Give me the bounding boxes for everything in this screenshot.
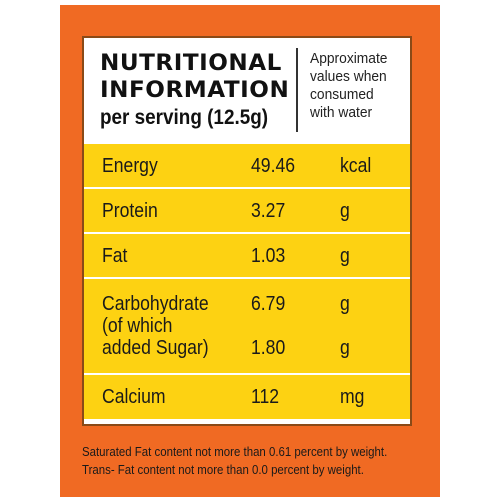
nutrient-unit: g bbox=[340, 200, 350, 222]
nutrient-value: 112 bbox=[251, 386, 280, 408]
nutrient-value: 49.46 bbox=[251, 155, 296, 177]
nutrient-sub-unit: g bbox=[340, 337, 350, 359]
nutrient-name: Fat bbox=[102, 245, 128, 267]
nutrient-table: Energy 49.46 kcal Protein 3.27 g Fat 1.0… bbox=[84, 144, 410, 419]
nutrient-sub-value: 1.80 bbox=[251, 337, 286, 359]
nutrient-name-sub: added Sugar) bbox=[102, 337, 209, 359]
note-line: consumed bbox=[310, 86, 374, 103]
label-title: NUTRITIONAL INFORMATION bbox=[100, 50, 289, 104]
nutrient-row-calcium: Calcium 112 mg bbox=[84, 375, 410, 419]
title-line-1: NUTRITIONAL bbox=[100, 51, 282, 76]
nutrient-row-fat: Fat 1.03 g bbox=[84, 234, 410, 279]
footnote-saturated-fat: Saturated Fat content not more than 0.61… bbox=[82, 444, 388, 459]
nutrient-name: Calcium bbox=[102, 386, 166, 408]
note-line: Approximate bbox=[310, 50, 388, 67]
nutrient-value: 1.03 bbox=[251, 245, 286, 267]
package-panel: NUTRITIONAL INFORMATION per serving (12.… bbox=[60, 5, 440, 497]
nutrient-unit: g bbox=[340, 245, 350, 267]
nutrient-name: Energy bbox=[102, 155, 158, 177]
label-header: NUTRITIONAL INFORMATION per serving (12.… bbox=[84, 38, 410, 142]
serving-size: per serving (12.5g) bbox=[100, 106, 269, 129]
nutrient-value: 6.79 bbox=[251, 293, 286, 315]
nutrient-name: Protein bbox=[102, 200, 158, 222]
nutrient-name: Carbohydrate bbox=[102, 293, 209, 315]
nutrient-row-energy: Energy 49.46 kcal bbox=[84, 144, 410, 189]
nutrient-unit: kcal bbox=[340, 155, 372, 177]
footnote-trans-fat: Trans- Fat content not more than 0.0 per… bbox=[82, 462, 364, 477]
nutrition-label: NUTRITIONAL INFORMATION per serving (12.… bbox=[82, 36, 412, 426]
nutrient-row-protein: Protein 3.27 g bbox=[84, 189, 410, 234]
approximation-note: Approximate values when consumed with wa… bbox=[310, 50, 397, 122]
note-line: values when bbox=[310, 68, 387, 85]
nutrient-unit: g bbox=[340, 293, 350, 315]
nutrient-unit: mg bbox=[340, 386, 365, 408]
fat-content-footnote: Saturated Fat content not more than 0.61… bbox=[82, 443, 387, 479]
header-divider bbox=[296, 48, 298, 132]
title-line-2: INFORMATION bbox=[100, 78, 290, 103]
nutrient-row-carbohydrate: Carbohydrate (of which added Sugar) 6.79… bbox=[84, 279, 410, 375]
nutrient-value: 3.27 bbox=[251, 200, 286, 222]
note-line: with water bbox=[310, 104, 373, 121]
nutrient-name-sub: (of which bbox=[102, 315, 173, 337]
